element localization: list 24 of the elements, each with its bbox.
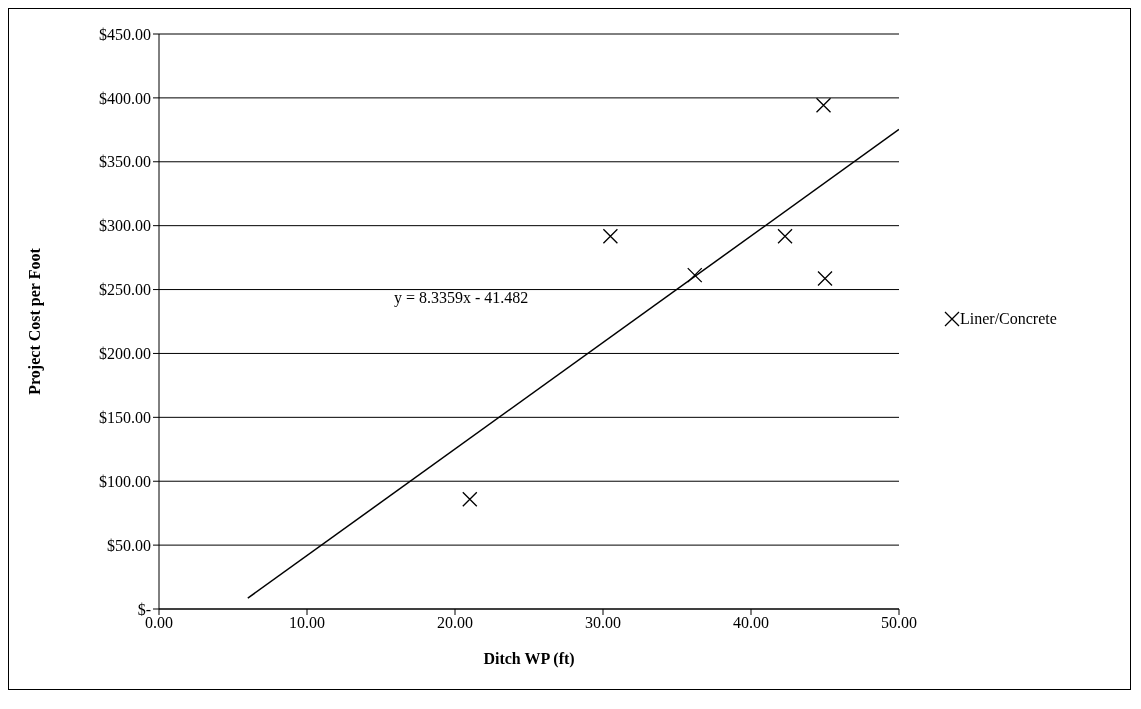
x-tick-label: 50.00 (881, 614, 917, 632)
point (815, 97, 832, 113)
y-tick-label: $300.00 (99, 217, 151, 235)
y-tick-label: $200.00 (99, 345, 151, 363)
point (817, 270, 833, 287)
x-tick-label: 10.00 (289, 614, 325, 632)
point (777, 228, 793, 244)
point (687, 267, 703, 283)
x-tick-label: 30.00 (585, 614, 621, 632)
annotation: y = 8.3359x - 41.482 (394, 289, 529, 307)
y-tick-label: $100.00 (99, 472, 151, 490)
x-axis-title: Ditch WP (ft) (483, 650, 575, 668)
legend-label: Liner/Concrete (960, 310, 1057, 328)
y-tick-label: $250.00 (99, 281, 151, 299)
y-tick-label: $50.00 (107, 536, 151, 554)
y-axis-title: Project Cost per Foot (25, 247, 44, 395)
y-tick-label: $450.00 (99, 25, 151, 43)
x-tick-label: 40.00 (733, 614, 769, 632)
point (462, 491, 478, 507)
x-tick-label: 20.00 (437, 614, 473, 632)
y-tick-label: $150.00 (99, 409, 151, 427)
y-tick-label: $400.00 (99, 89, 151, 107)
y-tick-label: $350.00 (99, 153, 151, 171)
point (602, 228, 619, 244)
